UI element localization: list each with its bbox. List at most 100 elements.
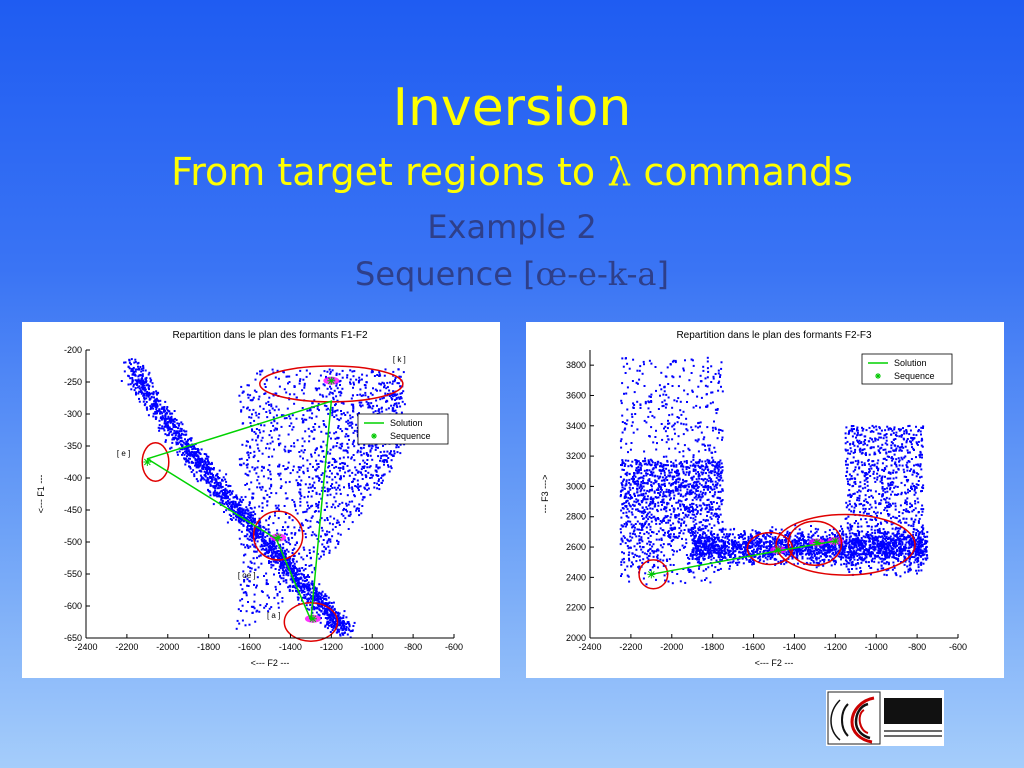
scatter-point bbox=[329, 540, 332, 543]
scatter-point bbox=[291, 414, 294, 417]
scatter-point bbox=[317, 476, 320, 479]
scatter-point bbox=[672, 424, 675, 427]
scatter-point bbox=[214, 484, 217, 487]
scatter-point bbox=[338, 484, 341, 487]
scatter-point bbox=[241, 508, 244, 511]
scatter-point bbox=[193, 453, 196, 455]
scatter-point bbox=[275, 555, 277, 558]
scatter-point bbox=[353, 459, 356, 462]
scatter-point bbox=[690, 460, 693, 463]
scatter-point bbox=[704, 525, 707, 528]
scatter-point bbox=[666, 560, 669, 562]
scatter-point bbox=[189, 457, 191, 460]
chart-title: Repartition dans le plan des formants F2… bbox=[676, 330, 872, 341]
scatter-point bbox=[639, 490, 642, 493]
scatter-point bbox=[633, 474, 636, 477]
scatter-point bbox=[651, 502, 654, 505]
scatter-point bbox=[397, 368, 400, 371]
scatter-point bbox=[247, 529, 250, 532]
scatter-point bbox=[690, 530, 693, 533]
scatter-point bbox=[188, 454, 191, 457]
scatter-point bbox=[237, 520, 240, 523]
scatter-point bbox=[178, 434, 181, 437]
scatter-point bbox=[717, 478, 720, 481]
scatter-point bbox=[327, 608, 330, 611]
scatter-point bbox=[712, 460, 715, 463]
scatter-point bbox=[337, 618, 340, 621]
scatter-point bbox=[282, 580, 285, 583]
scatter-point bbox=[677, 481, 680, 484]
scatter-point bbox=[669, 533, 672, 536]
scatter-point bbox=[271, 407, 274, 410]
scatter-point bbox=[345, 420, 348, 423]
scatter-point bbox=[304, 430, 307, 433]
scatter-point bbox=[150, 379, 153, 382]
scatter-point bbox=[208, 471, 211, 474]
scatter-point bbox=[650, 484, 653, 487]
scatter-point bbox=[290, 445, 293, 448]
scatter-point bbox=[191, 448, 194, 451]
scatter-point bbox=[339, 619, 342, 622]
scatter-point bbox=[685, 542, 688, 545]
scatter-point bbox=[689, 553, 692, 556]
scatter-point bbox=[695, 498, 698, 501]
scatter-point bbox=[710, 472, 713, 475]
scatter-point bbox=[697, 485, 700, 488]
scatter-point bbox=[712, 514, 715, 517]
scatter-point bbox=[378, 371, 381, 374]
scatter-point bbox=[193, 447, 196, 450]
scatter-point bbox=[693, 576, 696, 579]
scatter-point bbox=[376, 482, 379, 485]
scatter-point bbox=[257, 521, 260, 524]
chart-f1-f2: Repartition dans le plan des formants F1… bbox=[22, 322, 500, 678]
scatter-point bbox=[711, 451, 714, 454]
scatter-point bbox=[251, 532, 254, 535]
scatter-point bbox=[665, 506, 668, 509]
scatter-point bbox=[204, 474, 207, 477]
scatter-point bbox=[351, 486, 354, 489]
scatter-point bbox=[390, 459, 393, 462]
scatter-point bbox=[313, 481, 316, 484]
scatter-point bbox=[266, 583, 269, 585]
scatter-point bbox=[207, 461, 210, 464]
scatter-point bbox=[338, 628, 341, 631]
scatter-point bbox=[345, 623, 348, 626]
scatter-point bbox=[641, 524, 644, 527]
scatter-point bbox=[694, 439, 697, 442]
scatter-point bbox=[671, 570, 674, 573]
scatter-point bbox=[619, 475, 622, 478]
scatter-point bbox=[713, 512, 716, 515]
scatter-point bbox=[321, 529, 324, 532]
scatter-point bbox=[645, 472, 648, 475]
scatter-point bbox=[318, 521, 320, 524]
scatter-point bbox=[683, 507, 686, 510]
scatter-point bbox=[688, 508, 691, 511]
scatter-point bbox=[656, 463, 659, 466]
scatter-point bbox=[278, 444, 281, 447]
scatter-point bbox=[652, 467, 655, 470]
scatter-point bbox=[291, 586, 294, 588]
scatter-point bbox=[274, 553, 277, 556]
scatter-point bbox=[145, 397, 148, 400]
scatter-point bbox=[316, 387, 318, 390]
scatter-point bbox=[300, 589, 303, 592]
scatter-point bbox=[127, 383, 130, 386]
scatter-point bbox=[239, 400, 242, 403]
scatter-point bbox=[385, 408, 388, 411]
scatter-point bbox=[282, 574, 285, 577]
scatter-point bbox=[667, 469, 670, 472]
scatter-point bbox=[641, 510, 643, 513]
scatter-point bbox=[671, 478, 674, 481]
scatter-point bbox=[332, 625, 335, 627]
scatter-point bbox=[673, 550, 676, 553]
scatter-point bbox=[239, 498, 242, 501]
scatter-point bbox=[335, 372, 338, 375]
scatter-point bbox=[352, 375, 355, 378]
scatter-point bbox=[637, 460, 640, 463]
scatter-point bbox=[639, 476, 642, 479]
scatter-point bbox=[269, 470, 272, 473]
scatter-point bbox=[310, 582, 313, 585]
scatter-point bbox=[324, 534, 327, 537]
y-axis-label: <--- F1 --- bbox=[36, 475, 46, 514]
scatter-point bbox=[266, 500, 269, 503]
